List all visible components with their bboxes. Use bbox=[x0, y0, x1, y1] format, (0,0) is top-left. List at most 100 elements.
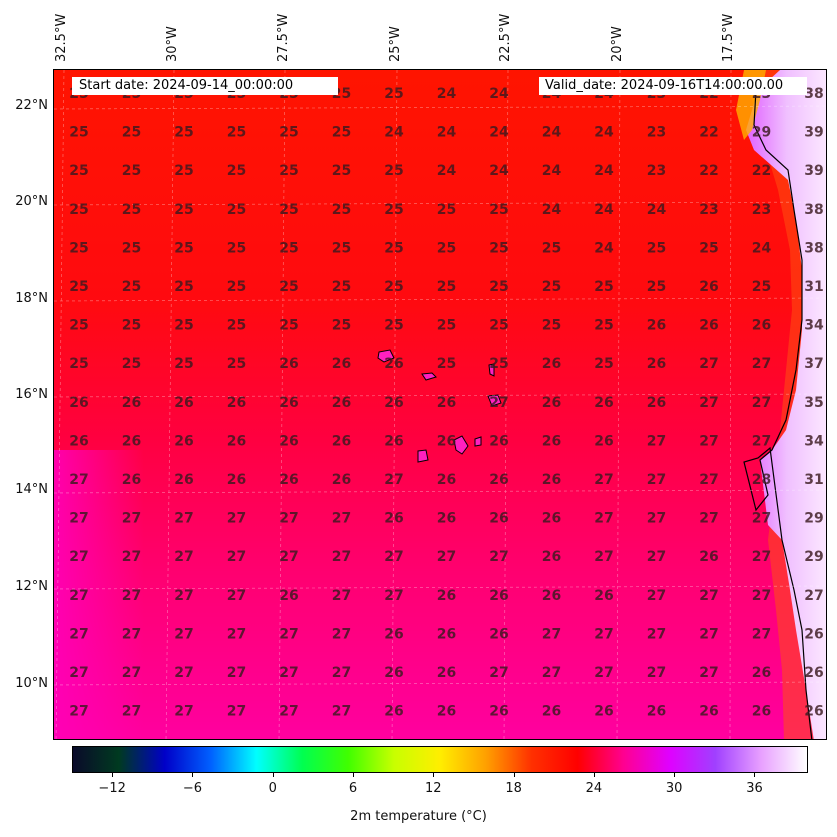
lat-label-22n: 22°N bbox=[15, 98, 48, 113]
grid-value: 27 bbox=[174, 549, 193, 565]
grid-value: 27 bbox=[699, 511, 718, 527]
grid-value: 27 bbox=[279, 511, 298, 527]
grid-value: 26 bbox=[227, 433, 246, 449]
grid-value: 22 bbox=[699, 125, 718, 141]
grid-value: 27 bbox=[69, 626, 88, 642]
grid-value: 27 bbox=[384, 588, 403, 604]
grid-value: 27 bbox=[699, 588, 718, 604]
grid-value: 25 bbox=[384, 86, 403, 102]
grid-value: 24 bbox=[542, 202, 562, 218]
grid-value: 26 bbox=[174, 433, 193, 449]
grid-value: 27 bbox=[752, 511, 771, 527]
grid-value: 25 bbox=[384, 240, 403, 256]
grid-value: 27 bbox=[647, 511, 666, 527]
grid-value: 26 bbox=[489, 704, 508, 720]
grid-value: 25 bbox=[332, 279, 351, 295]
grid-value: 25 bbox=[279, 125, 298, 141]
grid-value: 24 bbox=[437, 125, 457, 141]
grid-value: 29 bbox=[752, 125, 771, 141]
grid-value: 25 bbox=[227, 240, 246, 256]
colorbar-tick-label: 6 bbox=[348, 781, 358, 796]
grid-value: 27 bbox=[69, 665, 88, 681]
colorbar-tick-label: 36 bbox=[746, 781, 763, 796]
grid-value: 27 bbox=[174, 511, 193, 527]
grid-value: 27 bbox=[227, 511, 246, 527]
grid-value: 27 bbox=[279, 549, 298, 565]
grid-value: 27 bbox=[227, 588, 246, 604]
island-fogo bbox=[417, 449, 429, 463]
grid-value: 26 bbox=[752, 318, 771, 334]
grid-value: 24 bbox=[647, 202, 667, 218]
grid-value: 25 bbox=[384, 163, 403, 179]
grid-value: 27 bbox=[279, 704, 298, 720]
grid-value: 26 bbox=[332, 433, 351, 449]
grid-value: 26 bbox=[122, 472, 141, 488]
grid-value: 26 bbox=[542, 588, 561, 604]
grid-value: 27 bbox=[647, 549, 666, 565]
lon-label-20w: 20°W bbox=[610, 26, 625, 62]
grid-value: 25 bbox=[279, 279, 298, 295]
grid-value: 31 bbox=[804, 472, 823, 488]
grid-value: 26 bbox=[594, 433, 613, 449]
grid-value: 27 bbox=[647, 472, 666, 488]
grid-value: 25 bbox=[332, 318, 351, 334]
grid-value: 26 bbox=[279, 395, 298, 411]
grid-value: 26 bbox=[279, 588, 298, 604]
grid-value: 25 bbox=[752, 279, 771, 295]
island-sal bbox=[488, 363, 495, 377]
grid-value: 25 bbox=[174, 125, 193, 141]
grid-value: 27 bbox=[279, 626, 298, 642]
grid-value: 26 bbox=[752, 704, 771, 720]
colorbar-tick-label: 12 bbox=[425, 781, 442, 796]
grid-value: 26 bbox=[542, 511, 561, 527]
grid-value: 27 bbox=[647, 433, 666, 449]
grid-value: 34 bbox=[804, 318, 824, 334]
grid-value: 26 bbox=[384, 626, 403, 642]
grid-value: 27 bbox=[594, 626, 613, 642]
grid-value: 26 bbox=[437, 704, 456, 720]
grid-value: 25 bbox=[542, 318, 561, 334]
grid-value: 27 bbox=[699, 356, 718, 372]
grid-value: 26 bbox=[804, 665, 823, 681]
map-canvas: 25 25 25 25 25 25 25 24 24 24 24 23 22 23 38 25 25 25 25 25… bbox=[54, 70, 826, 739]
grid-value: 27 bbox=[122, 549, 141, 565]
grid-value: 27 bbox=[699, 626, 718, 642]
grid-value: 26 bbox=[489, 626, 508, 642]
grid-value: 26 bbox=[437, 472, 456, 488]
grid-value: 23 bbox=[647, 125, 666, 141]
grid-value: 25 bbox=[69, 125, 88, 141]
grid-value: 27 bbox=[69, 511, 88, 527]
grid-value: 25 bbox=[122, 318, 141, 334]
grid-value: 24 bbox=[542, 125, 562, 141]
grid-value: 27 bbox=[69, 549, 88, 565]
grid-value: 26 bbox=[594, 588, 613, 604]
grid-value: 25 bbox=[542, 279, 561, 295]
grid-value: 24 bbox=[489, 86, 509, 102]
grid-value: 27 bbox=[699, 665, 718, 681]
grid-value: 27 bbox=[489, 395, 508, 411]
grid-value: 25 bbox=[227, 356, 246, 372]
grid-value: 27 bbox=[174, 704, 193, 720]
grid-value: 27 bbox=[227, 665, 246, 681]
grid-value: 23 bbox=[752, 202, 771, 218]
grid-value: 27 bbox=[122, 588, 141, 604]
grid-value: 26 bbox=[699, 549, 718, 565]
western-warm-band bbox=[54, 450, 144, 739]
grid-value: 25 bbox=[279, 240, 298, 256]
grid-value: 27 bbox=[647, 665, 666, 681]
lon-label-27.5w: 27.5°W bbox=[276, 13, 291, 62]
grid-value: 25 bbox=[647, 279, 666, 295]
grid-value: 26 bbox=[542, 395, 561, 411]
grid-value: 22 bbox=[752, 163, 771, 179]
colorbar-tick-mark bbox=[433, 773, 435, 777]
grid-value: 26 bbox=[279, 433, 298, 449]
grid-value: 26 bbox=[279, 472, 298, 488]
grid-value: 26 bbox=[384, 433, 403, 449]
grid-value: 25 bbox=[647, 240, 666, 256]
grid-value: 27 bbox=[227, 626, 246, 642]
grid-value: 26 bbox=[122, 395, 141, 411]
grid-value: 25 bbox=[227, 163, 246, 179]
grid-value: 25 bbox=[174, 318, 193, 334]
grid-value: 24 bbox=[437, 163, 457, 179]
grid-value: 26 bbox=[804, 626, 823, 642]
